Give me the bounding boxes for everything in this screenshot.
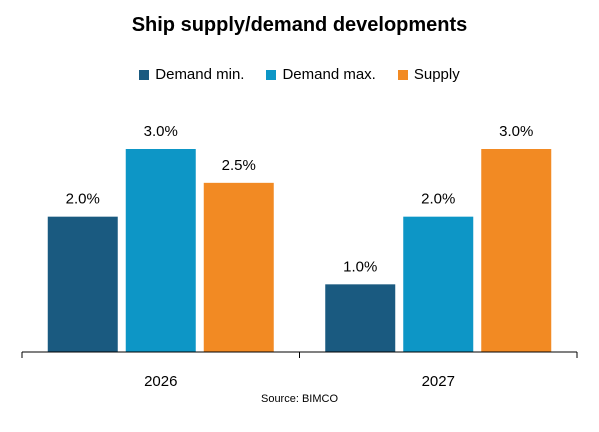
legend-swatch-demand-min [139, 69, 150, 80]
x-tick-label-2026: 2026 [144, 373, 177, 390]
legend: Demand min. Demand max. Supply [0, 66, 599, 83]
bar-demand-min-2026 [47, 216, 118, 352]
chart-title: Ship supply/demand developments [131, 14, 468, 36]
data-label-supply-2027: 3.0% [499, 123, 533, 140]
legend-item-demand-max: Demand max. [266, 66, 376, 83]
legend-swatch-supply [397, 69, 408, 80]
bar-demand-max-2026 [125, 149, 196, 352]
source-note: Source: BIMCO [260, 393, 339, 405]
legend-label-demand-max: Demand max. [282, 66, 376, 83]
legend-item-demand-min: Demand min. [139, 66, 244, 83]
legend-label-supply: Supply [413, 66, 460, 83]
legend-label-demand-min: Demand min. [155, 66, 245, 83]
data-label-demand-max-2026: 3.0% [144, 123, 178, 140]
data-label-demand-min-2026: 2.0% [66, 191, 100, 208]
data-label-supply-2026: 2.5% [222, 157, 256, 174]
bar-demand-min-2027 [325, 284, 396, 352]
data-label-demand-min-2027: 1.0% [343, 258, 377, 275]
x-tick-label-2027: 2027 [422, 373, 455, 390]
bar-supply-2026 [203, 182, 274, 352]
legend-item-supply: Supply [397, 66, 460, 83]
bar-demand-max-2027 [403, 216, 474, 352]
legend-swatch-demand-max [266, 69, 277, 80]
bar-supply-2027 [481, 149, 552, 352]
data-label-demand-max-2027: 2.0% [421, 191, 455, 208]
